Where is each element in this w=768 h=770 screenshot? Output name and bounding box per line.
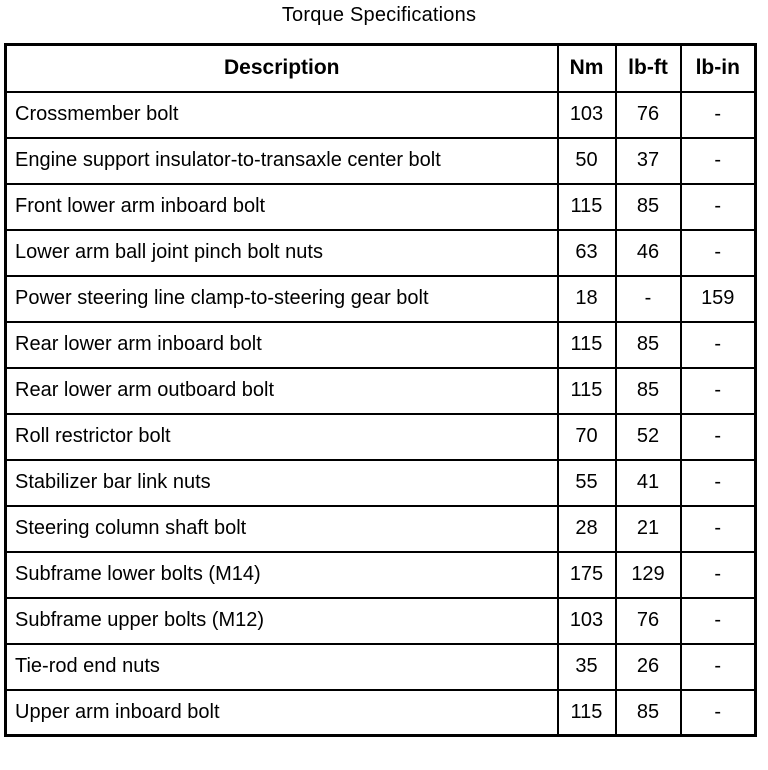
- column-header-lb-in: lb-in: [679, 43, 757, 93]
- lb-ft-cell: 46: [614, 228, 682, 277]
- lb-ft-cell: 41: [614, 458, 682, 507]
- lb-ft-cell: 37: [614, 136, 682, 185]
- table-row: Rear lower arm inboard bolt 115 85-: [4, 320, 757, 369]
- lb-in-cell: -: [679, 90, 757, 139]
- description-cell: Rear lower arm outboard bolt: [4, 366, 559, 415]
- nm-cell: 28: [556, 504, 617, 553]
- header-row: Description Nm lb-ft lb-in: [4, 43, 757, 93]
- description-cell: Front lower arm inboard bolt: [4, 182, 559, 231]
- nm-cell: 115: [556, 182, 617, 231]
- lb-in-cell: -: [679, 228, 757, 277]
- lb-ft-cell: 76: [614, 596, 682, 645]
- nm-cell: 35: [556, 642, 617, 691]
- description-cell: Stabilizer bar link nuts: [4, 458, 559, 507]
- column-header-nm: Nm: [556, 43, 617, 93]
- description-cell: Upper arm inboard bolt: [4, 688, 559, 737]
- lb-ft-cell: 85: [614, 688, 682, 737]
- nm-cell: 63: [556, 228, 617, 277]
- lb-in-cell: -: [679, 688, 757, 737]
- lb-in-cell: -: [679, 412, 757, 461]
- table-row: Subframe upper bolts (M12) 103 76-: [4, 596, 757, 645]
- description-cell: Tie-rod end nuts: [4, 642, 559, 691]
- column-header-lb-ft: lb-ft: [614, 43, 682, 93]
- lb-ft-cell: 26: [614, 642, 682, 691]
- torque-spec-table: Description Nm lb-ft lb-in Crossmember bolt…: [4, 43, 757, 737]
- description-cell: Lower arm ball joint pinch bolt nuts: [4, 228, 559, 277]
- nm-cell: 50: [556, 136, 617, 185]
- nm-cell: 18: [556, 274, 617, 323]
- table-row: Tie-rod end nuts 35 26-: [4, 642, 757, 691]
- table-row: Upper arm inboard bolt 115 85-: [4, 688, 757, 737]
- lb-in-cell: -: [679, 182, 757, 231]
- column-header-description: Description: [4, 43, 559, 93]
- nm-cell: 70: [556, 412, 617, 461]
- table-row: Engine support insulator-to-transaxle ce…: [4, 136, 757, 185]
- nm-cell: 103: [556, 90, 617, 139]
- lb-ft-cell: 85: [614, 182, 682, 231]
- lb-ft-cell: 85: [614, 366, 682, 415]
- description-cell: Rear lower arm inboard bolt: [4, 320, 559, 369]
- lb-in-cell: -: [679, 366, 757, 415]
- page-title: Torque Specifications: [281, 4, 477, 26]
- description-cell: Crossmember bolt: [4, 90, 559, 139]
- description-cell: Power steering line clamp-to-steering ge…: [4, 274, 559, 323]
- table-row: Stabilizer bar link nuts 55 41-: [4, 458, 757, 507]
- nm-cell: 115: [556, 320, 617, 369]
- description-cell: Engine support insulator-to-transaxle ce…: [4, 136, 559, 185]
- description-cell: Subframe upper bolts (M12): [4, 596, 559, 645]
- lb-ft-cell: 129: [614, 550, 682, 599]
- table-row: Power steering line clamp-to-steering ge…: [4, 274, 757, 323]
- nm-cell: 115: [556, 688, 617, 737]
- lb-in-cell: -: [679, 642, 757, 691]
- table-row: Rear lower arm outboard bolt 115 85-: [4, 366, 757, 415]
- lb-in-cell: -: [679, 320, 757, 369]
- table-row: Crossmember bolt 103 76-: [4, 90, 757, 139]
- description-cell: Steering column shaft bolt: [4, 504, 559, 553]
- table-row: Steering column shaft bolt 28 21-: [4, 504, 757, 553]
- lb-ft-cell: 21: [614, 504, 682, 553]
- description-cell: Roll restrictor bolt: [4, 412, 559, 461]
- lb-in-cell: -: [679, 458, 757, 507]
- lb-ft-cell: 76: [614, 90, 682, 139]
- nm-cell: 55: [556, 458, 617, 507]
- table-row: Subframe lower bolts (M14) 175 129-: [4, 550, 757, 599]
- table-row: Roll restrictor bolt 70 52-: [4, 412, 757, 461]
- lb-in-cell: -: [679, 504, 757, 553]
- lb-ft-cell: 52: [614, 412, 682, 461]
- lb-in-cell: -: [679, 136, 757, 185]
- table-row: Lower arm ball joint pinch bolt nuts 63 46…: [4, 228, 757, 277]
- nm-cell: 103: [556, 596, 617, 645]
- lb-ft-cell: 85: [614, 320, 682, 369]
- nm-cell: 175: [556, 550, 617, 599]
- lb-in-cell: -: [679, 550, 757, 599]
- lb-in-cell: -: [679, 596, 757, 645]
- nm-cell: 115: [556, 366, 617, 415]
- description-cell: Subframe lower bolts (M14): [4, 550, 559, 599]
- table-row: Front lower arm inboard bolt 115 85-: [4, 182, 757, 231]
- lb-in-cell: 159: [679, 274, 757, 323]
- lb-ft-cell: -: [614, 274, 682, 323]
